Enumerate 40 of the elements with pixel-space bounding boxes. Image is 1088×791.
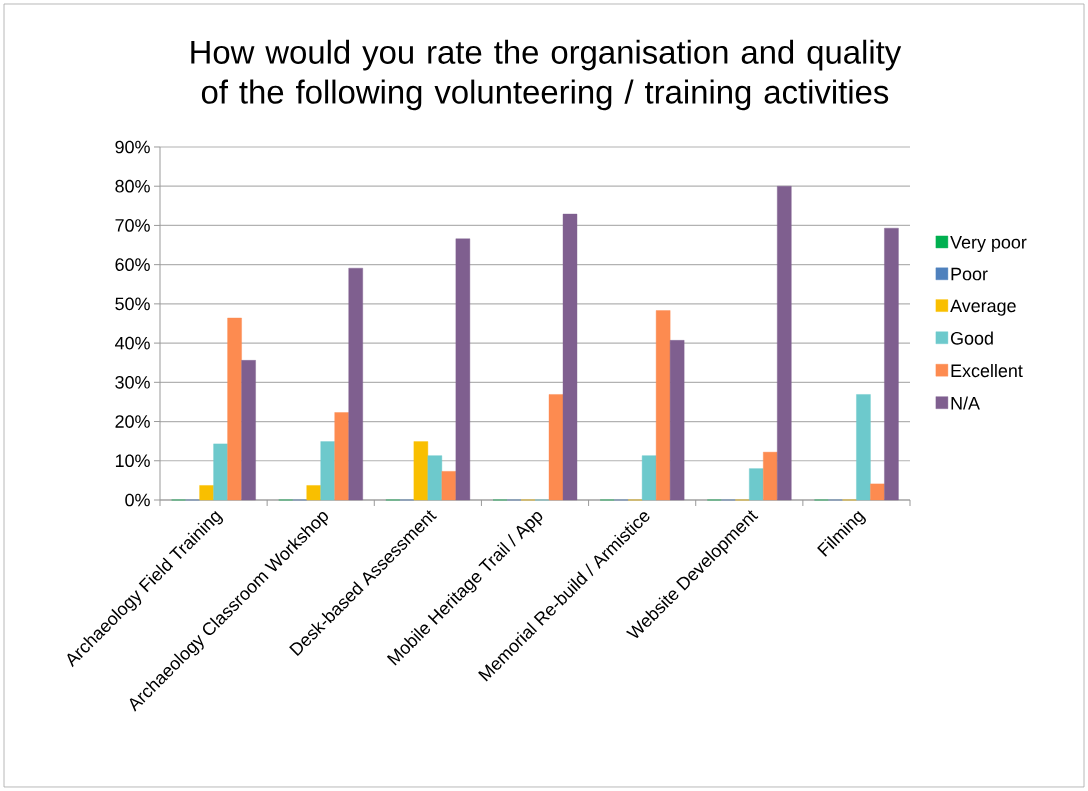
y-tick-label: 90%	[115, 140, 150, 154]
y-tick-label: 50%	[115, 297, 150, 311]
bar	[320, 441, 335, 501]
legend-label: Good	[950, 331, 993, 345]
y-tick-label: 40%	[115, 336, 150, 350]
bar	[427, 455, 443, 501]
legend-label: Excellent	[951, 363, 1023, 378]
bar	[655, 310, 671, 501]
bar	[306, 485, 321, 501]
bar	[562, 213, 578, 501]
bar	[548, 394, 564, 501]
y-tick-label: 70%	[115, 219, 150, 232]
legend-label: Average	[950, 299, 1016, 316]
chart-title: How would you rate the organisation and quality of the following volunteering / training activities	[191, 39, 902, 111]
legend-label: Very poor	[950, 236, 1027, 253]
y-tick-label: 80%	[115, 179, 150, 193]
bar	[348, 267, 363, 501]
bar	[641, 455, 657, 501]
bar	[763, 451, 778, 501]
y-tick-label: 10%	[115, 454, 150, 468]
legend-label: Poor	[951, 267, 988, 281]
bar	[870, 483, 885, 501]
bar	[199, 485, 214, 501]
y-tick-label: 0%	[125, 493, 150, 507]
bar	[227, 317, 242, 501]
bar	[413, 441, 429, 501]
y-tick-label: 60%	[115, 258, 150, 271]
bar	[213, 443, 228, 501]
bar	[777, 186, 792, 501]
bar	[455, 238, 471, 501]
bar	[749, 468, 764, 501]
bar	[856, 394, 871, 501]
legend-label: N/A	[951, 396, 980, 410]
bar	[884, 227, 899, 501]
bar	[669, 340, 685, 501]
bar	[334, 412, 349, 501]
bar	[241, 360, 256, 501]
y-tick-label: 30%	[115, 375, 150, 389]
bar	[441, 471, 457, 501]
y-tick-label: 20%	[115, 415, 150, 428]
